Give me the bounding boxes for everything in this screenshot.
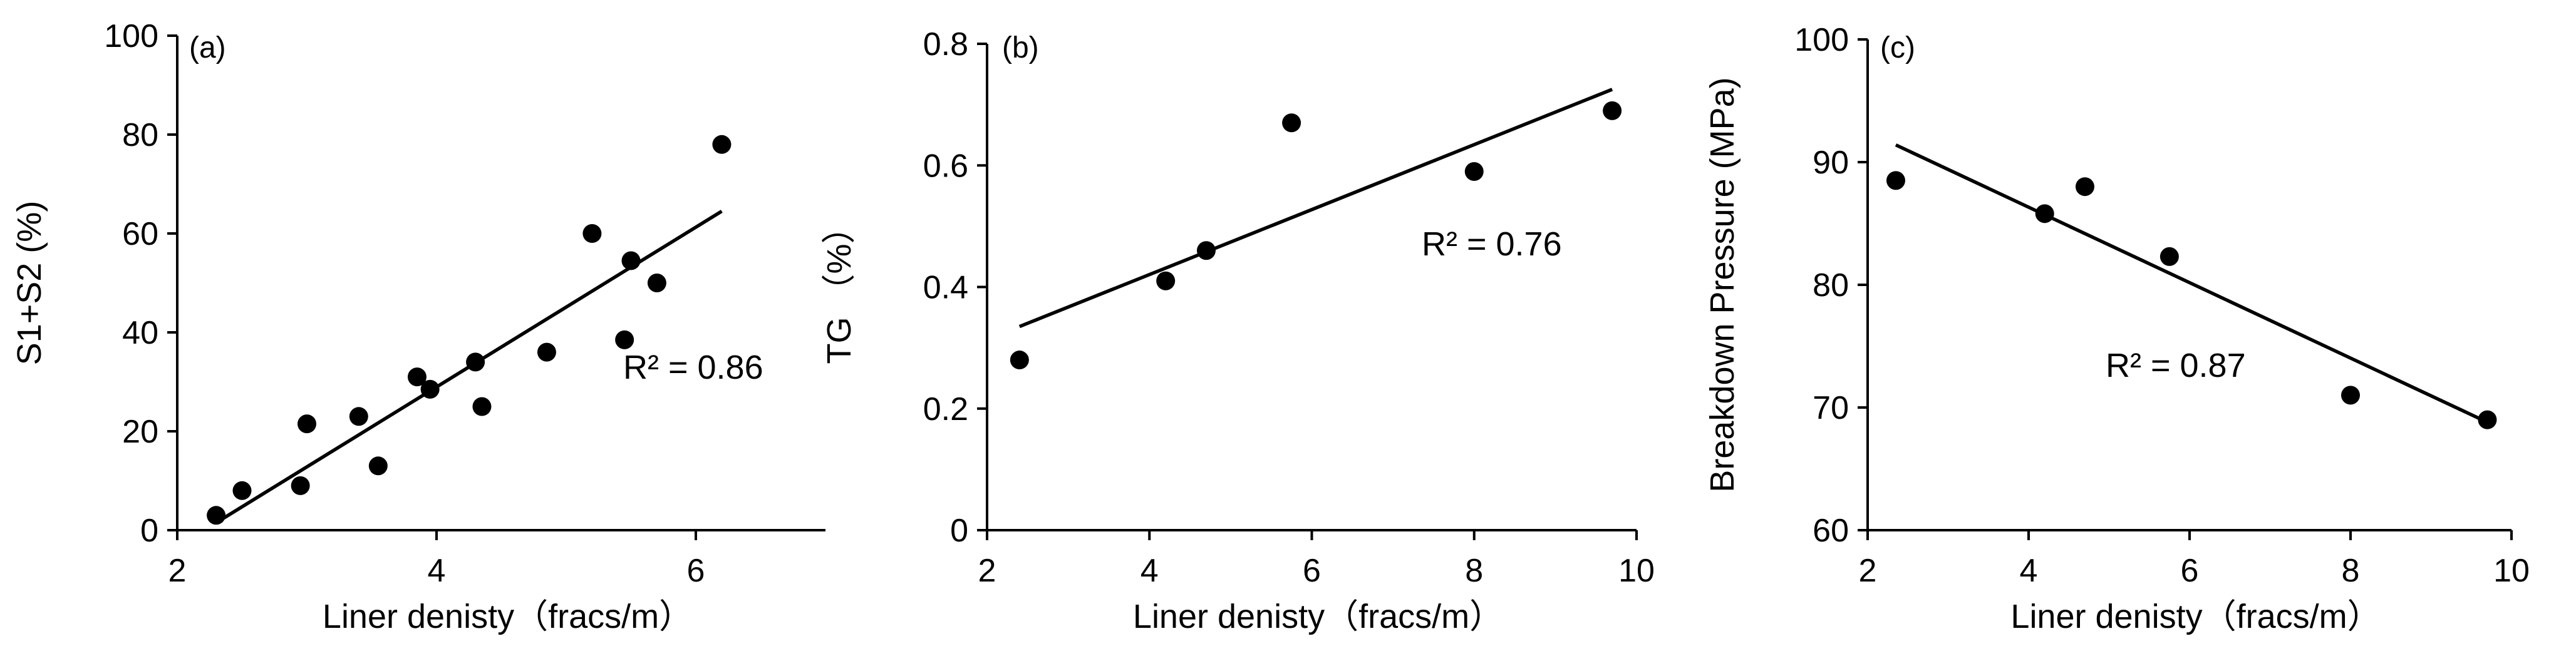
- x-tick-label: 10: [1618, 553, 1655, 589]
- x-axis-title: Liner denisty（fracs/m）: [1133, 598, 1503, 635]
- data-point: [537, 342, 556, 362]
- y-tick-label: 0: [950, 513, 968, 549]
- y-axis-title: TG （%）: [820, 210, 858, 364]
- y-tick-label: 60: [1813, 513, 1849, 549]
- data-point: [2478, 410, 2497, 429]
- data-point: [466, 352, 485, 372]
- trend-line: [1018, 88, 1613, 329]
- data-point: [1886, 171, 1905, 190]
- x-tick-label: 10: [2493, 553, 2530, 589]
- y-tick-label: 80: [122, 117, 158, 153]
- panel-a: 0 20 40 60 80 100 2 4 6 Liner denisty（fracs/m） S1+…: [11, 18, 825, 635]
- panel-label: (c): [1880, 31, 1915, 64]
- data-point: [407, 367, 427, 387]
- y-tick-label: 80: [1813, 267, 1849, 304]
- data-point: [291, 476, 310, 495]
- x-tick-label: 2: [168, 553, 187, 589]
- data-point: [2160, 247, 2179, 266]
- y-tick-label: 0.6: [923, 148, 968, 184]
- y-tick-label: 40: [122, 315, 158, 351]
- r-squared-label: R² = 0.87: [2106, 347, 2246, 384]
- data-point: [349, 407, 368, 426]
- data-point: [472, 397, 492, 416]
- y-tick-label: 70: [1813, 390, 1849, 426]
- x-axis-title: Liner denisty（fracs/m）: [2010, 598, 2381, 635]
- x-tick-label: 6: [687, 553, 705, 589]
- panel-b: 0 0.2 0.4 0.6 0.8 2 4 6 8 10 Liner denisty（fracs/m…: [820, 26, 1655, 635]
- data-point: [1196, 241, 1216, 260]
- data-point: [582, 224, 602, 243]
- r-squared-label: R² = 0.86: [623, 349, 763, 386]
- data-point: [297, 414, 316, 434]
- data-point: [1010, 351, 1029, 370]
- trend-line: [1895, 143, 2488, 424]
- data-point: [647, 274, 666, 292]
- y-tick-label: 0.4: [923, 270, 968, 306]
- x-tick-label: 4: [2020, 553, 2038, 589]
- panel-c: 60 70 80 90 100 2 4 6 8 10 Liner denisty（fracs/m） B…: [1704, 22, 2530, 635]
- data-point: [2341, 386, 2360, 405]
- y-axis-title: Breakdown Pressure (MPa): [1704, 77, 1741, 492]
- data-point: [207, 506, 226, 525]
- y-tick-label: 0.2: [923, 391, 968, 428]
- data-point: [232, 481, 252, 500]
- data-point: [2035, 204, 2054, 223]
- y-axis-title: S1+S2 (%): [11, 201, 48, 366]
- x-tick-label: 2: [1859, 553, 1877, 589]
- panel-label: (b): [1002, 31, 1039, 64]
- x-tick-label: 4: [1141, 553, 1159, 589]
- y-tick-label: 90: [1813, 145, 1849, 181]
- x-axis-title: Liner denisty（fracs/m）: [323, 598, 693, 635]
- data-point: [621, 251, 641, 270]
- x-tick-label: 6: [1303, 553, 1321, 589]
- data-point: [1282, 113, 1301, 133]
- x-tick-label: 4: [428, 553, 446, 589]
- r-squared-label: R² = 0.76: [1422, 225, 1562, 263]
- y-tick-label: 60: [122, 216, 158, 252]
- y-tick-label: 100: [104, 18, 158, 54]
- data-point: [1603, 101, 1622, 120]
- data-point: [1464, 161, 1484, 181]
- data-point: [712, 135, 732, 154]
- data-point: [2075, 177, 2094, 197]
- y-tick-label: 20: [122, 414, 158, 450]
- x-tick-label: 6: [2181, 553, 2199, 589]
- data-point: [368, 456, 388, 476]
- y-tick-label: 0: [140, 513, 158, 549]
- x-tick-label: 2: [978, 553, 996, 589]
- data-point: [615, 330, 634, 349]
- x-tick-label: 8: [1465, 553, 1483, 589]
- panel-label: (a): [189, 31, 226, 64]
- data-point: [1156, 271, 1176, 290]
- y-tick-label: 0.8: [923, 26, 968, 63]
- x-tick-label: 8: [2342, 553, 2360, 589]
- data-point: [420, 379, 440, 399]
- y-tick-label: 100: [1794, 22, 1849, 58]
